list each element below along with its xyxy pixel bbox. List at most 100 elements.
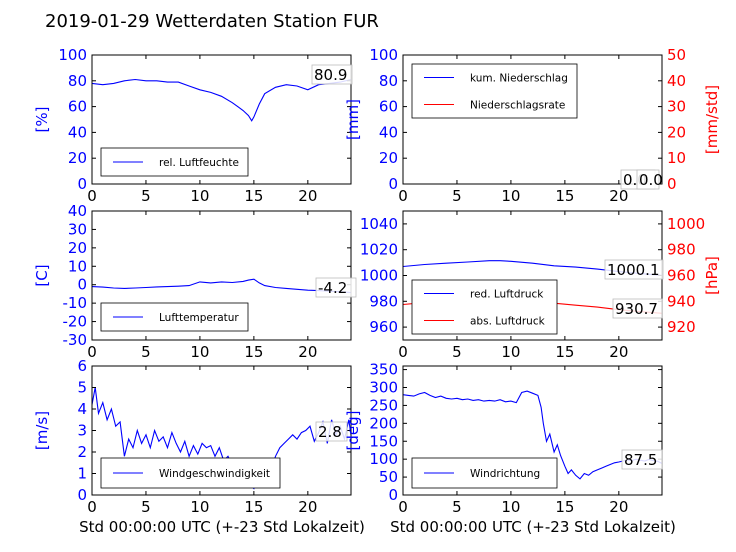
pressure-y2tick-label: 1000 xyxy=(667,215,705,233)
windspeed-ytick-label: 3 xyxy=(77,422,87,440)
windspeed-ytick-label: 0 xyxy=(77,486,87,504)
precipitation-plot-frame xyxy=(402,54,663,185)
temperature-ytick-label: 40 xyxy=(68,202,87,220)
winddirection-ytick-label: 300 xyxy=(369,379,398,397)
temperature-ytick-label: -10 xyxy=(63,294,88,312)
x-axis-label-left: Std 00:00:00 UTC (+-23 Std Lokalzeit) xyxy=(79,518,365,536)
temperature-ylabel: [C] xyxy=(33,264,51,286)
temperature-ytick-label: -30 xyxy=(63,331,88,349)
winddirection-value-box xyxy=(621,449,663,470)
winddirection-legend-label: Windrichtung xyxy=(470,468,540,480)
temperature-series-0-line xyxy=(91,278,352,294)
humidity-xtick-label: 15 xyxy=(244,187,263,205)
temperature-legend-label: Lufttemperatur xyxy=(159,312,239,324)
precipitation-legend-label: Niederschlagsrate xyxy=(470,100,565,112)
precipitation-value-annotation: 0.0 xyxy=(639,171,663,189)
humidity-ytick-label: 40 xyxy=(68,123,87,141)
precipitation-ytick-label: 80 xyxy=(379,72,398,90)
pressure-panel: 0 5 10 15 20 960 980 1000 1020 1040 920 940 960 980 10… xyxy=(360,210,721,361)
pressure-value-box xyxy=(604,259,664,280)
humidity-value-annotation: 80.9 xyxy=(314,66,347,84)
winddirection-ylabel: [deg] xyxy=(344,411,362,451)
humidity-ytick-label: 100 xyxy=(58,46,87,64)
pressure-ytick-label: 980 xyxy=(369,292,398,310)
precipitation-ytick-label: 60 xyxy=(379,98,398,116)
windspeed-panel: 0 5 10 15 200123456[m/s]Windgeschwindigkeit2… xyxy=(33,357,352,516)
temperature-xtick-label: 20 xyxy=(298,343,317,361)
precipitation-y2tick-label: 50 xyxy=(667,46,686,64)
winddirection-xtick-label: 15 xyxy=(555,498,574,516)
precipitation-value-box xyxy=(636,169,660,190)
precipitation-legend xyxy=(411,63,578,119)
precipitation-y2label: [mm/std] xyxy=(703,85,721,154)
winddirection-xtick-label: 10 xyxy=(501,498,520,516)
windspeed-value-annotation: 2.8 xyxy=(318,423,342,441)
winddirection-ytick-label: 100 xyxy=(369,450,398,468)
windspeed-xtick-label: 10 xyxy=(190,498,209,516)
pressure-xtick-label: 5 xyxy=(452,343,462,361)
humidity-xtick-label: 0 xyxy=(87,187,97,205)
winddirection-xtick-label: 0 xyxy=(398,498,408,516)
windspeed-xtick-label: 5 xyxy=(141,498,151,516)
humidity-ytick-label: 20 xyxy=(68,149,87,167)
pressure-y2tick-label: 920 xyxy=(667,318,696,336)
winddirection-ytick-label: 50 xyxy=(379,468,398,486)
pressure-value-box xyxy=(612,298,663,319)
windspeed-ytick-label: 6 xyxy=(77,357,87,375)
humidity-value-box xyxy=(311,64,353,85)
temperature-xtick-label: 15 xyxy=(244,343,263,361)
precipitation-ylabel: [mm] xyxy=(344,99,362,140)
winddirection-value-annotation: 87.5 xyxy=(624,451,657,469)
winddirection-xtick-label: 20 xyxy=(609,498,628,516)
windspeed-ytick-label: 4 xyxy=(77,400,87,418)
precipitation-y2tick-label: 30 xyxy=(667,98,686,116)
precipitation-panel: 0 5 10 15 20 0 20 40 60 80 100 0 10 20 30 40 50 [mm] [mm/s… xyxy=(344,46,721,205)
pressure-xtick-label: 0 xyxy=(398,343,408,361)
pressure-value-annotation: 1000.1 xyxy=(607,261,660,279)
pressure-legend xyxy=(411,279,558,335)
winddirection-ytick-label: 0 xyxy=(388,486,398,504)
precipitation-ytick-label: 20 xyxy=(379,149,398,167)
pressure-ytick-label: 1000 xyxy=(360,267,398,285)
windspeed-ytick-label: 5 xyxy=(77,379,87,397)
precipitation-xtick-label: 15 xyxy=(555,187,574,205)
precipitation-ytick-label: 40 xyxy=(379,123,398,141)
pressure-ytick-label: 960 xyxy=(369,318,398,336)
precipitation-xtick-label: 0 xyxy=(398,187,408,205)
winddirection-ytick-label: 250 xyxy=(369,396,398,414)
precipitation-xtick-label: 20 xyxy=(609,187,628,205)
precipitation-ytick-label: 0 xyxy=(388,175,398,193)
precipitation-ytick-label: 100 xyxy=(369,46,398,64)
humidity-legend-label: rel. Luftfeuchte xyxy=(159,157,239,169)
winddirection-ytick-label: 350 xyxy=(369,361,398,379)
winddirection-ytick-label: 150 xyxy=(369,432,398,450)
humidity-ytick-label: 60 xyxy=(68,98,87,116)
temperature-panel: 0 5 10 15 20-30-20-10010203040[C]Lufttempera… xyxy=(33,202,357,361)
precipitation-y2tick-label: 10 xyxy=(667,149,686,167)
precipitation-legend-label: kum. Niederschlag xyxy=(470,73,568,85)
winddirection-ytick-label: 200 xyxy=(369,414,398,432)
pressure-ytick-label: 1020 xyxy=(360,241,398,259)
precipitation-xtick-label: 10 xyxy=(501,187,520,205)
winddirection-panel: 0 5 10 15 20050100150200250300350[deg]Windri… xyxy=(344,361,663,516)
pressure-xtick-label: 10 xyxy=(501,343,520,361)
pressure-y2label: [hPa] xyxy=(703,256,721,295)
humidity-plot-frame xyxy=(91,54,352,185)
windspeed-ytick-label: 1 xyxy=(77,465,87,483)
windspeed-xtick-label: 20 xyxy=(298,498,317,516)
pressure-xtick-label: 20 xyxy=(609,343,628,361)
winddirection-xtick-label: 5 xyxy=(452,498,462,516)
pressure-legend-label: red. Luftdruck xyxy=(470,289,544,301)
pressure-y2tick-label: 940 xyxy=(667,292,696,310)
temperature-xtick-label: 10 xyxy=(190,343,209,361)
windspeed-ytick-label: 2 xyxy=(77,443,87,461)
precipitation-y2tick-label: 0 xyxy=(667,175,677,193)
temperature-value-annotation: -4.2 xyxy=(318,279,347,297)
temperature-xtick-label: 5 xyxy=(141,343,151,361)
temperature-ytick-label: 0 xyxy=(77,276,87,294)
humidity-xtick-label: 10 xyxy=(190,187,209,205)
windspeed-value-box xyxy=(315,421,348,442)
temperature-ytick-label: 10 xyxy=(68,257,87,275)
humidity-ytick-label: 0 xyxy=(77,175,87,193)
